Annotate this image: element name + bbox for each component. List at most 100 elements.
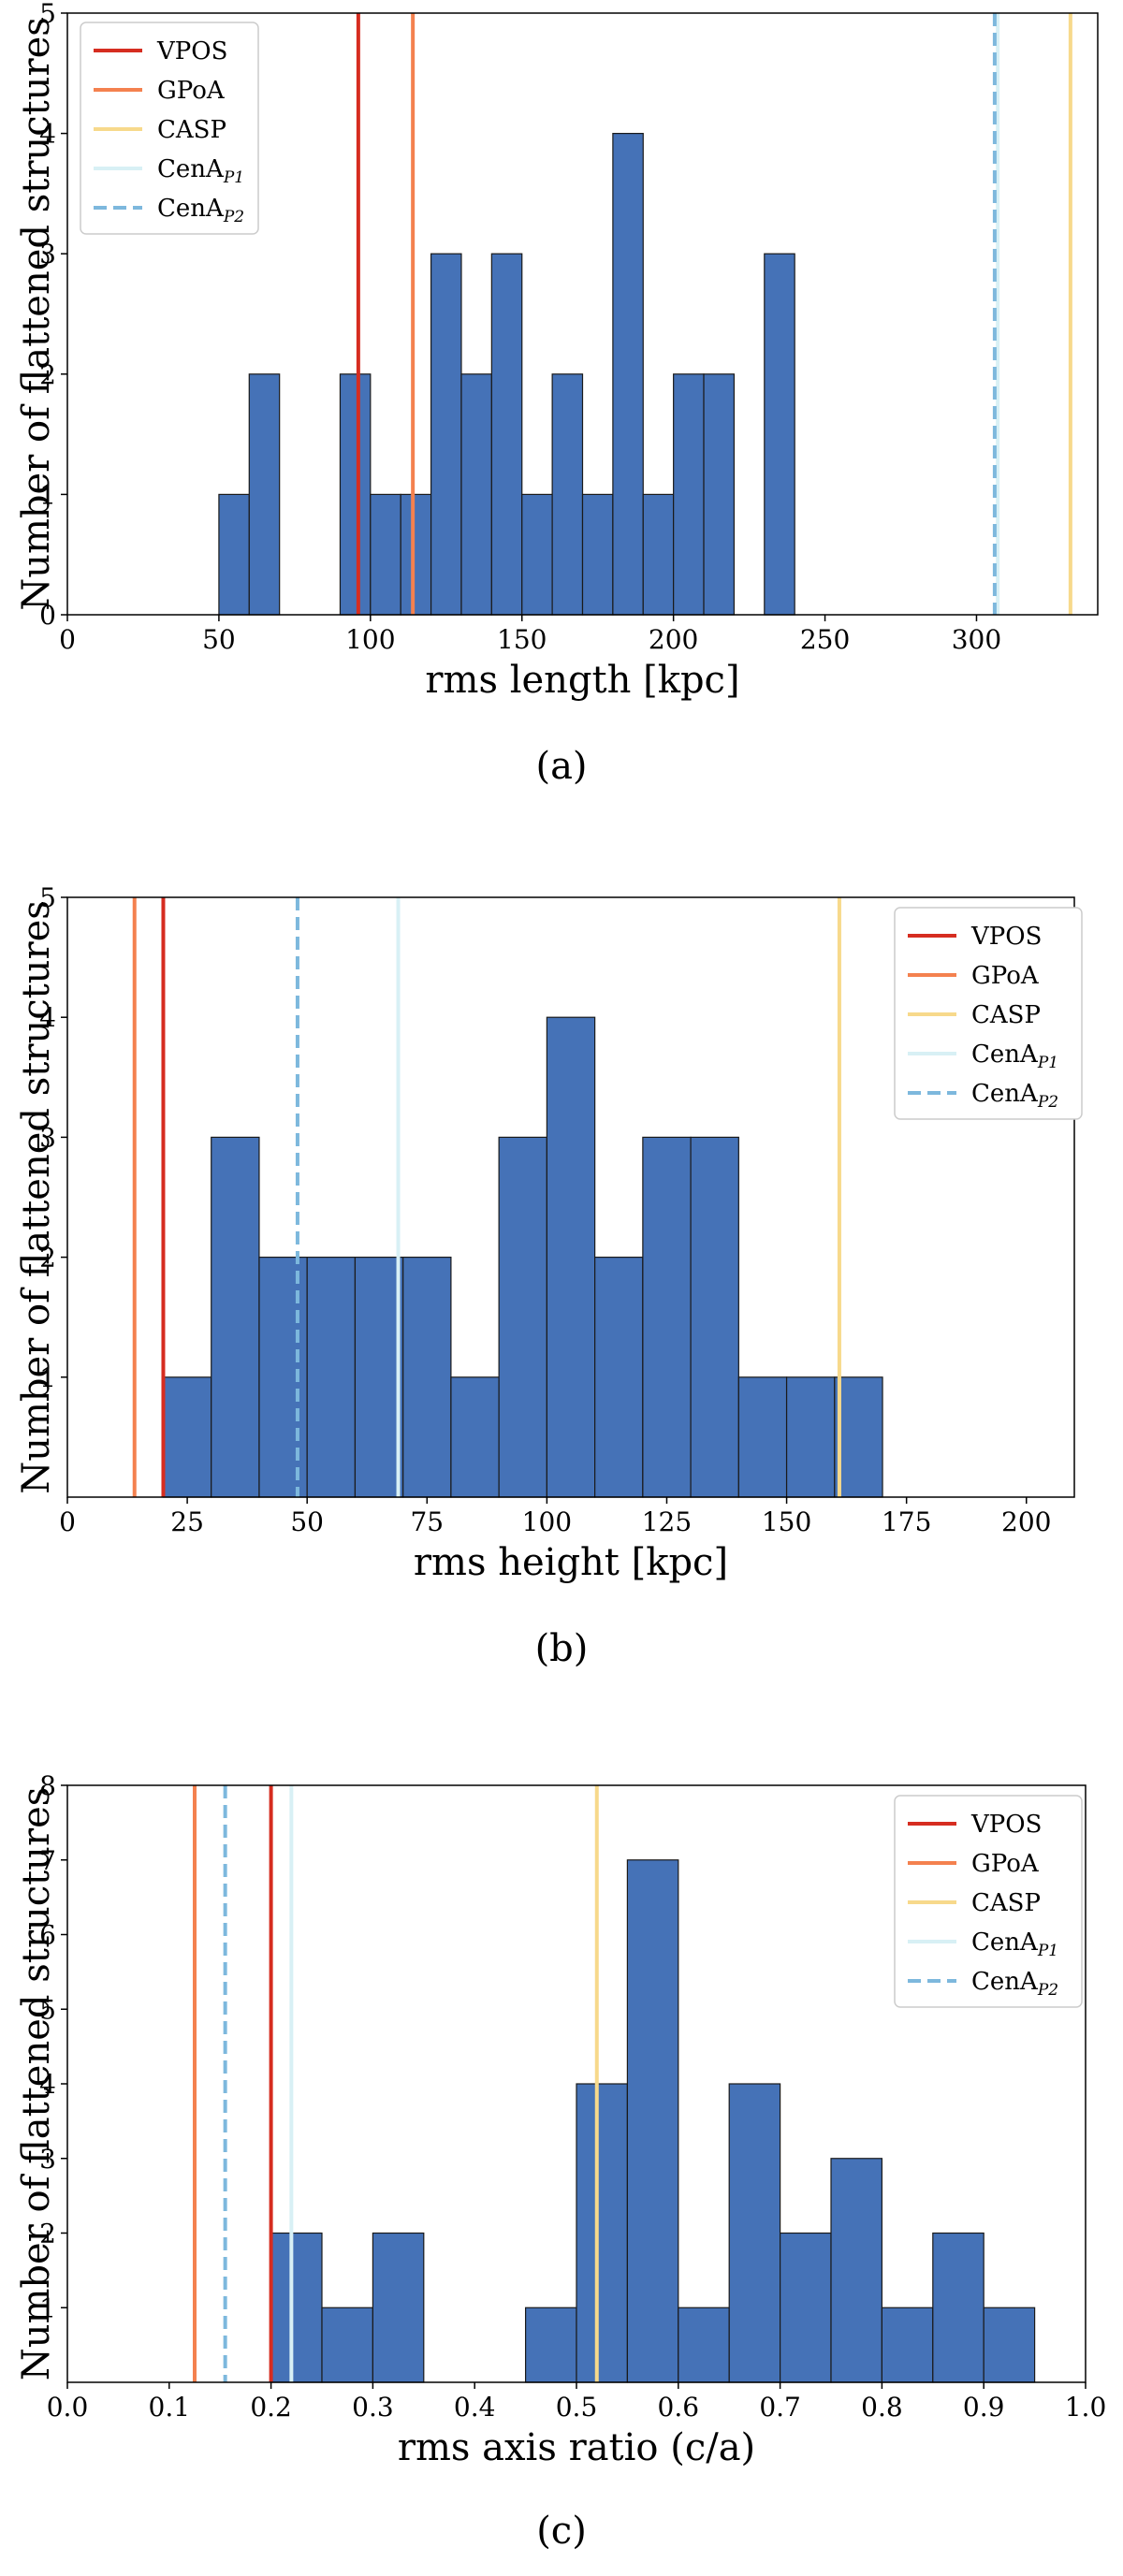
histogram-bar <box>626 1859 679 2383</box>
x-axis-title: rms axis ratio (c/a) <box>398 2426 755 2469</box>
y-tick-label: 4 <box>39 2069 56 2100</box>
chart-3: 0.0 0.1 0.2 0.3 0.4 0.5 0.6 0.7 0.8 0.9 1.0 1 2 3 4 5 6 7… <box>15 1770 1106 2553</box>
legend-label: CASP <box>971 1889 1041 1917</box>
histogram-bar <box>673 373 705 616</box>
figure-caption: (c) <box>536 2510 587 2553</box>
x-tick-label: 0 <box>59 624 76 655</box>
y-tick-label: 8 <box>39 1770 56 1801</box>
histogram-bar <box>524 2307 577 2383</box>
histogram-bar <box>490 253 523 616</box>
histogram-bar <box>690 1136 739 1498</box>
histogram-bar <box>576 2083 629 2383</box>
y-tick-label: 3 <box>39 239 56 269</box>
histogram-bar <box>321 2307 374 2383</box>
histogram-bar <box>834 1376 883 1498</box>
y-tick-label: 0 <box>39 600 56 631</box>
x-tick-label: 1.0 <box>1065 2392 1107 2423</box>
legend-box <box>894 1795 1083 2008</box>
legend-subscript: P2 <box>1037 1093 1058 1112</box>
x-tick-label: 200 <box>649 624 698 655</box>
histogram-bar <box>354 1256 404 1498</box>
legend-box <box>894 907 1083 1120</box>
legend-label: VPOS <box>970 923 1042 951</box>
histogram-bar <box>306 1256 357 1498</box>
x-tick-label: 0.9 <box>963 2392 1005 2423</box>
histogram-bar <box>830 2158 883 2383</box>
histogram-bar <box>370 493 401 616</box>
x-tick-label: 0.3 <box>352 2392 394 2423</box>
x-tick-label: 0 <box>59 1506 76 1537</box>
histogram-bar <box>932 2232 984 2383</box>
y-tick-label: 1 <box>39 1362 56 1393</box>
x-tick-label: 50 <box>290 1506 324 1537</box>
x-tick-label: 300 <box>952 624 1001 655</box>
histogram-bar <box>703 373 736 616</box>
histogram-bar <box>402 1256 452 1498</box>
histogram-bar <box>546 1016 596 1498</box>
histogram-bar <box>248 373 281 616</box>
chart-2: 0 25 50 75 100 125 150 175 200 1 2 3 4 5 rms height [k… <box>15 882 1083 1670</box>
histogram-bar <box>258 1256 308 1498</box>
legend-subscript: P2 <box>1037 1981 1058 2000</box>
y-tick-label: 2 <box>39 359 56 390</box>
x-tick-label: 100 <box>345 624 395 655</box>
histogram-bar <box>642 493 675 616</box>
histogram-bar <box>551 373 584 616</box>
legend-label: GPoA <box>157 77 226 105</box>
x-tick-label: 100 <box>522 1506 572 1537</box>
y-tick-label: 2 <box>39 2219 56 2249</box>
x-tick-label: 0.4 <box>454 2392 496 2423</box>
histogram-bar <box>612 133 644 616</box>
histogram-bar <box>498 1136 547 1498</box>
y-tick-label: 4 <box>39 1002 56 1033</box>
histogram-bar <box>779 2232 832 2383</box>
histogram-bar <box>372 2232 425 2383</box>
histogram-bar <box>983 2307 1036 2383</box>
y-tick-label: 4 <box>39 119 56 150</box>
legend-label: GPoA <box>971 962 1040 990</box>
histogram-bar <box>881 2307 934 2383</box>
x-tick-label: 75 <box>410 1506 444 1537</box>
y-tick-label: 5 <box>39 1994 56 2025</box>
y-tick-label: 3 <box>39 1122 56 1153</box>
x-tick-label: 125 <box>642 1506 692 1537</box>
legend-box <box>80 22 259 235</box>
histogram-bar <box>211 1136 260 1498</box>
y-axis-title: Number of flattened structures <box>15 900 58 1494</box>
histogram-bar <box>430 253 462 616</box>
x-tick-label: 175 <box>882 1506 931 1537</box>
y-tick-label: 2 <box>39 1243 56 1273</box>
x-tick-label: 50 <box>202 624 236 655</box>
figure-caption: (b) <box>535 1627 589 1670</box>
legend-label: CenAP1 <box>157 155 244 187</box>
chart-1: 0 50 100 150 200 250 300 0 1 2 3 4 5 rms length [kpc]… <box>15 0 1099 788</box>
x-tick-label: 0.8 <box>861 2392 903 2423</box>
x-axis-title: rms length [kpc] <box>425 659 739 702</box>
histogram-bar <box>400 493 432 616</box>
histogram-bar <box>764 253 795 616</box>
legend-label: GPoA <box>971 1850 1040 1878</box>
figure-caption: (a) <box>535 745 587 788</box>
histogram-bar <box>162 1376 212 1498</box>
y-tick-label: 5 <box>39 882 56 913</box>
x-tick-label: 250 <box>800 624 850 655</box>
legend-subscript: P1 <box>1037 1942 1058 1960</box>
legend-label: CASP <box>971 1001 1041 1029</box>
x-tick-label: 0.5 <box>556 2392 598 2423</box>
y-axis-title: Number of flattened structures <box>15 1787 58 2381</box>
legend-subscript: P1 <box>1037 1054 1058 1072</box>
histogram-bar <box>450 1376 500 1498</box>
y-axis-title: Number of flattened structures <box>15 17 58 611</box>
x-axis-title: rms height [kpc] <box>414 1541 728 1584</box>
plot-frame <box>66 12 1099 616</box>
y-tick-label: 1 <box>39 2292 56 2323</box>
histogram-bar <box>642 1136 692 1498</box>
y-tick-label: 6 <box>39 1920 56 1951</box>
histogram-bar <box>737 1376 788 1498</box>
legend-label: VPOS <box>970 1811 1042 1839</box>
x-tick-label: 0.1 <box>149 2392 191 2423</box>
legend-subscript: P2 <box>223 208 244 226</box>
legend-subscript: P1 <box>223 168 244 187</box>
